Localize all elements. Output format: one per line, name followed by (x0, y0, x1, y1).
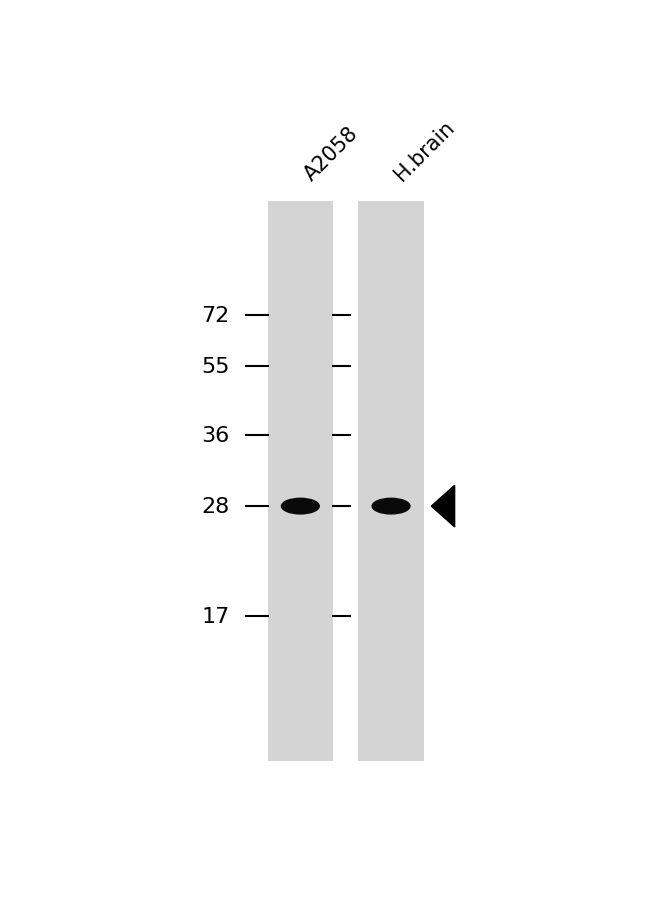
Text: 36: 36 (202, 425, 230, 446)
Text: 28: 28 (202, 496, 230, 516)
Text: A2058: A2058 (300, 123, 362, 185)
Text: 72: 72 (202, 305, 230, 325)
Bar (358, 202, 424, 761)
Text: H.brain: H.brain (391, 117, 459, 185)
Ellipse shape (372, 499, 410, 515)
Bar (268, 202, 333, 761)
Polygon shape (432, 486, 454, 528)
Text: 55: 55 (202, 357, 230, 377)
Text: 17: 17 (202, 607, 230, 626)
Ellipse shape (281, 499, 319, 515)
